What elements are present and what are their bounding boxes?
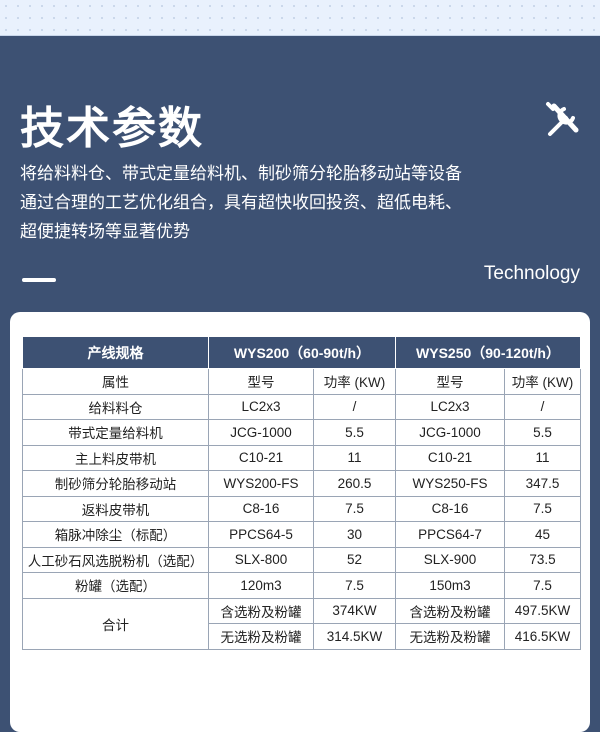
total-label: 合计 <box>22 597 209 650</box>
table-header-row: 产线规格 WYS200（60-90t/h） WYS250（90-120t/h） <box>22 336 581 369</box>
cell: 7.5 <box>504 495 581 522</box>
cell: 5.5 <box>313 419 396 446</box>
cell: C10-21 <box>208 444 314 471</box>
table-row: 带式定量给料机 JCG-1000 5.5 JCG-1000 5.5 <box>22 419 581 446</box>
cell: LC2x3 <box>395 393 505 420</box>
cell: 无选粉及粉罐 <box>395 623 505 650</box>
cell: C10-21 <box>395 444 505 471</box>
cell: JCG-1000 <box>208 419 314 446</box>
description-line: 超便捷转场等显著优势 <box>20 222 190 242</box>
cell: WYS250-FS <box>395 470 505 497</box>
cell: 11 <box>313 444 396 471</box>
cell: 箱脉冲除尘（标配） <box>22 521 209 548</box>
cell: JCG-1000 <box>395 419 505 446</box>
cell: 7.5 <box>504 572 581 599</box>
subheader-cell: 功率 (KW) <box>313 368 396 395</box>
cell: SLX-900 <box>395 546 505 573</box>
wrench-screwdriver-icon <box>546 102 579 136</box>
cell: 30 <box>313 521 396 548</box>
cell: 497.5KW <box>504 597 581 624</box>
cell: 52 <box>313 546 396 573</box>
table-row-total: 无选粉及粉罐 314.5KW 无选粉及粉罐 416.5KW <box>23 623 581 650</box>
table-row: 返料皮带机 C8-16 7.5 C8-16 7.5 <box>22 495 581 522</box>
cell: 416.5KW <box>504 623 581 650</box>
cell: 5.5 <box>504 419 581 446</box>
cell: PPCS64-5 <box>208 521 314 548</box>
subtitle: Technology <box>483 263 580 284</box>
header-cell: WYS200（60-90t/h） <box>208 336 396 369</box>
table-row: 制砂筛分轮胎移动站 WYS200-FS 260.5 WYS250-FS 347.5 <box>22 470 581 497</box>
cell: 含选粉及粉罐 <box>395 597 505 624</box>
description-line: 通过合理的工艺优化组合，具有超快收回投资、超低电耗、 <box>20 193 462 213</box>
cell: 347.5 <box>504 470 581 497</box>
table-row: 粉罐（选配） 120m3 7.5 150m3 7.5 <box>22 572 581 599</box>
header-cell: WYS250（90-120t/h） <box>395 336 581 369</box>
cell: SLX-800 <box>208 546 314 573</box>
divider-dash <box>22 278 56 282</box>
cell: 制砂筛分轮胎移动站 <box>22 470 209 497</box>
cell: 粉罐（选配） <box>22 572 209 599</box>
cell: 含选粉及粉罐 <box>208 597 314 624</box>
cell: 7.5 <box>313 572 396 599</box>
header-cell: 产线规格 <box>22 336 209 369</box>
table-row: 人工砂石风选脱粉机（选配） SLX-800 52 SLX-900 73.5 <box>22 546 581 573</box>
table-row-total: 合计 含选粉及粉罐 374KW 含选粉及粉罐 497.5KW <box>22 597 581 650</box>
subheader-cell: 型号 <box>395 368 505 395</box>
cell: 314.5KW <box>313 623 396 650</box>
cell: 73.5 <box>504 546 581 573</box>
cell: 人工砂石风选脱粉机（选配） <box>22 546 209 573</box>
description-line: 将给料料仓、带式定量给料机、制砂筛分轮胎移动站等设备 <box>20 164 462 184</box>
cell: 374KW <box>313 597 396 624</box>
cell: 11 <box>504 444 581 471</box>
spec-table: 产线规格 WYS200（60-90t/h） WYS250（90-120t/h） … <box>22 336 581 650</box>
description: 将给料料仓、带式定量给料机、制砂筛分轮胎移动站等设备 通过合理的工艺优化组合，具… <box>20 160 462 247</box>
table-subheader-row: 属性 型号 功率 (KW) 型号 功率 (KW) <box>22 368 581 395</box>
table-row: 主上料皮带机 C10-21 11 C10-21 11 <box>22 444 581 471</box>
subheader-cell: 功率 (KW) <box>504 368 581 395</box>
cell: 7.5 <box>313 495 396 522</box>
table-row: 箱脉冲除尘（标配） PPCS64-5 30 PPCS64-7 45 <box>22 521 581 548</box>
cell: 无选粉及粉罐 <box>208 623 314 650</box>
cell: C8-16 <box>208 495 314 522</box>
cell: WYS200-FS <box>208 470 314 497</box>
cell: C8-16 <box>395 495 505 522</box>
cell: 260.5 <box>313 470 396 497</box>
cell: 返料皮带机 <box>22 495 209 522</box>
cell: 150m3 <box>395 572 505 599</box>
cell: LC2x3 <box>208 393 314 420</box>
cell: PPCS64-7 <box>395 521 505 548</box>
cell: 主上料皮带机 <box>22 444 209 471</box>
cell: / <box>504 393 581 420</box>
cell: 120m3 <box>208 572 314 599</box>
cell: 带式定量给料机 <box>22 419 209 446</box>
table-row: 给料料仓 LC2x3/LC2x3/ <box>22 393 581 420</box>
subheader-cell: 属性 <box>22 368 209 395</box>
page-title: 技术参数 <box>20 103 204 154</box>
cell: 45 <box>504 521 581 548</box>
cell: / <box>313 393 396 420</box>
subheader-cell: 型号 <box>208 368 314 395</box>
top-band <box>0 0 600 36</box>
cell: 给料料仓 <box>22 393 209 420</box>
